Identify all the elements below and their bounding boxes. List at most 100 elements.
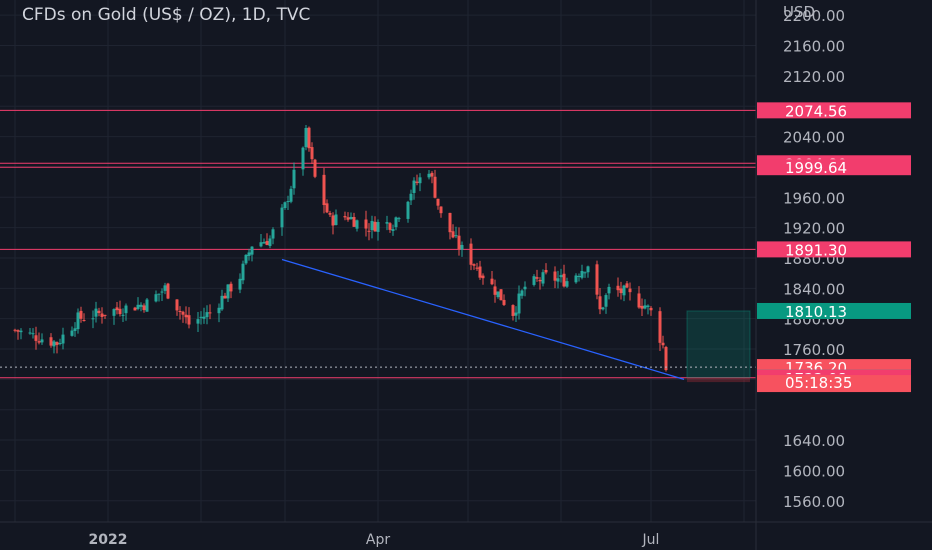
position-box[interactable] — [686, 310, 751, 383]
price-tick-label: 1960.00 — [783, 189, 845, 207]
price-axis-currency: USD — [783, 3, 815, 21]
candle-body — [439, 206, 443, 214]
candle-body — [502, 299, 506, 305]
candle-body — [460, 244, 464, 250]
price-label-box — [757, 241, 911, 258]
candle-body — [376, 222, 380, 232]
candle-body — [418, 177, 422, 184]
candle-body — [349, 216, 353, 220]
candle-body — [397, 218, 401, 220]
candle-body — [331, 215, 335, 226]
candle-body — [100, 313, 104, 317]
candle-body — [538, 279, 542, 282]
candle-body — [112, 309, 116, 316]
candle-body — [124, 305, 128, 314]
candle-body — [187, 315, 191, 325]
price-tick-label: 2160.00 — [783, 38, 845, 56]
time-axis[interactable]: 2022 Apr Jul — [89, 532, 660, 548]
candle-body — [412, 180, 416, 193]
candle-body — [121, 314, 125, 316]
candle-body — [61, 334, 65, 344]
candle-body — [661, 342, 665, 346]
candle-body — [520, 290, 524, 296]
time-tick-label: 2022 — [89, 532, 128, 548]
candle-body — [16, 330, 20, 332]
candle-body — [19, 330, 23, 333]
price-tick-label: 1600.00 — [783, 462, 845, 480]
candle-body — [247, 252, 251, 256]
candle-body — [448, 212, 452, 233]
candle-body — [208, 312, 212, 314]
price-label-text: 1810.13 — [785, 303, 847, 321]
candle-body — [595, 264, 599, 295]
candle-body — [565, 281, 569, 287]
candle-body — [478, 266, 482, 278]
price-tick-label: 2040.00 — [783, 129, 845, 147]
candle-body — [562, 273, 566, 287]
candle-body — [583, 272, 587, 274]
candle-body — [649, 307, 653, 311]
candle-body — [280, 207, 284, 228]
candle-body — [259, 242, 263, 247]
candle-body — [268, 238, 272, 246]
candle-body — [514, 312, 518, 316]
candle-body — [481, 275, 485, 279]
time-tick-label: Jul — [642, 532, 660, 548]
candle-body — [73, 328, 77, 331]
candle-body — [322, 174, 326, 206]
candle-body — [616, 285, 620, 291]
price-tick-label: 2120.00 — [783, 68, 845, 86]
countdown-text: 05:18:35 — [785, 374, 852, 392]
price-tick-label: 1640.00 — [783, 432, 845, 450]
price-tick-label: 1840.00 — [783, 280, 845, 298]
candle-body — [325, 203, 329, 213]
candle-body — [454, 235, 458, 237]
candle-body — [307, 127, 311, 149]
candle-body — [499, 289, 503, 301]
candle-body — [13, 329, 17, 331]
candle-body — [229, 283, 233, 292]
price-label-box — [757, 102, 911, 119]
candle-body — [496, 291, 500, 298]
price-tick-label: 1560.00 — [783, 493, 845, 511]
candle-body — [343, 216, 347, 218]
candle-body — [658, 311, 662, 343]
candle-body — [199, 316, 203, 318]
candle-body — [217, 307, 221, 314]
candle-body — [202, 316, 206, 319]
horizontal-levels[interactable] — [0, 109, 756, 379]
candle-body — [433, 176, 437, 198]
price-axis[interactable]: 2200.00 2160.00 2120.00 2040.00 1960.00 1920.… — [783, 7, 845, 511]
candle-body — [355, 220, 359, 229]
trendline[interactable] — [281, 258, 685, 380]
candle-body — [175, 299, 179, 311]
candle-body — [94, 308, 98, 317]
price-label-box — [757, 302, 911, 319]
candle-body — [103, 314, 107, 316]
candle-body — [118, 308, 122, 315]
candle-body — [49, 337, 53, 346]
candle-body — [586, 266, 590, 273]
candle-body — [139, 304, 143, 307]
profit-zone — [686, 310, 751, 379]
candle-body — [238, 278, 242, 290]
candle-body — [133, 307, 137, 311]
candle-body — [544, 269, 548, 273]
candle-body — [475, 267, 479, 269]
candle-body — [334, 214, 338, 226]
candle-body — [637, 293, 641, 308]
trendline-segment — [281, 258, 685, 380]
candle-body — [601, 307, 605, 310]
candle-body — [301, 147, 305, 170]
price-label-text: 1891.30 — [785, 241, 847, 259]
candle-body — [436, 198, 440, 206]
candle-body — [472, 264, 476, 266]
candle-body — [391, 229, 395, 231]
candle-body — [451, 231, 455, 238]
candle-body — [70, 330, 74, 336]
candle-body — [142, 305, 146, 311]
candle-body — [625, 283, 629, 288]
candle-body — [553, 271, 557, 281]
candle-body — [226, 284, 230, 299]
